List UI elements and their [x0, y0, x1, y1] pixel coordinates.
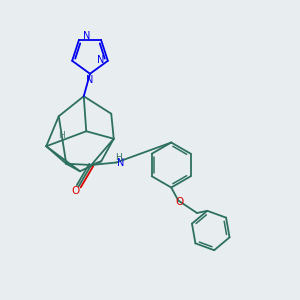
Text: N: N — [117, 158, 124, 168]
Text: O: O — [71, 186, 79, 196]
Text: N: N — [86, 75, 94, 85]
Text: H: H — [58, 130, 64, 140]
Text: N: N — [83, 31, 91, 41]
Text: H: H — [116, 153, 122, 162]
Text: O: O — [176, 197, 184, 207]
Text: N: N — [97, 55, 104, 64]
